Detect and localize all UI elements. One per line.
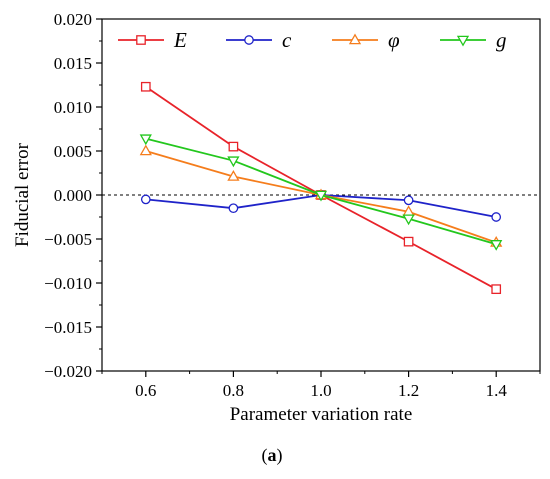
legend-label: φ	[388, 28, 400, 52]
legend-marker	[136, 35, 146, 45]
y-tick-label: −0.015	[44, 318, 92, 337]
series-2-point-1	[140, 194, 151, 205]
x-tick-label: 1.2	[398, 381, 419, 400]
y-tick-label: 0.015	[54, 54, 92, 73]
x-tick-label: 0.6	[135, 381, 156, 400]
x-axis-ticks: 0.6 0.8 1.0 1.2 1.4	[101, 371, 541, 400]
legend-marker	[348, 33, 362, 45]
y-axis-title: Fiducial error	[12, 142, 33, 247]
legend-marker	[456, 35, 470, 47]
x-tick-label: 1.0	[310, 381, 331, 400]
series-2-point-4	[403, 195, 414, 206]
series-4-point-5	[490, 240, 503, 251]
legend-label: E	[173, 28, 187, 52]
series-3-point-2	[227, 170, 240, 181]
series-3-point-1	[139, 144, 152, 156]
legend-marker	[244, 35, 254, 45]
legend-item-3: φ	[332, 28, 400, 52]
y-tick-label: 0.005	[54, 142, 92, 161]
y-tick-label: −0.010	[44, 274, 92, 293]
series-4-point-2	[227, 156, 240, 168]
figure-caption: (a)	[262, 445, 283, 466]
series-1-line	[145, 86, 497, 290]
series-1	[140, 81, 502, 295]
series-2-point-5	[491, 212, 502, 222]
y-tick-label: 0.000	[54, 186, 92, 205]
series-1-point-2	[228, 141, 239, 152]
legend-item-4: g	[440, 28, 507, 52]
y-tick-label: −0.020	[44, 362, 92, 381]
y-axis-ticks: 0.020 0.015 0.010 0.005 0.000 −0.005 −0.010 −0.…	[44, 10, 102, 381]
y-tick-label: 0.020	[54, 10, 92, 29]
x-tick-label: 1.4	[486, 381, 508, 400]
caption-label: a	[268, 445, 277, 465]
legend-label: c	[282, 28, 292, 52]
y-tick-label: 0.010	[54, 98, 92, 117]
x-tick-label: 0.8	[223, 381, 244, 400]
series-4-point-4	[402, 214, 415, 226]
series-2-point-2	[228, 203, 239, 214]
legend-label: g	[496, 28, 507, 52]
series-1-point-4	[403, 236, 414, 247]
legend-item-2: c	[226, 28, 292, 52]
y-tick-label: −0.005	[44, 230, 92, 249]
series-4	[139, 134, 503, 251]
series-group	[139, 81, 503, 295]
legend-item-1: E	[118, 28, 187, 52]
x-axis-title: Parameter variation rate	[230, 404, 413, 425]
series-1-point-5	[491, 284, 502, 295]
series-4-point-3	[314, 190, 328, 202]
series-1-point-1	[140, 81, 151, 92]
series-4-point-1	[139, 134, 152, 146]
